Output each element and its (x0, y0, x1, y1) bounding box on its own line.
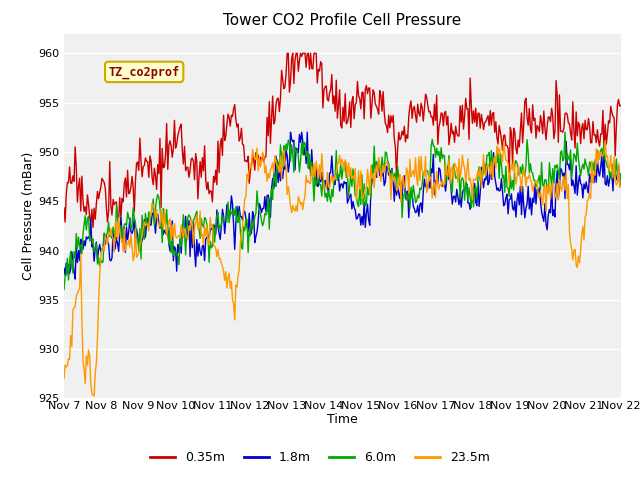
23.5m (362, 185, 370, 191)
23.5m (393, 188, 401, 193)
6.0m (60, 287, 68, 292)
23.5m (329, 180, 337, 185)
1.8m (617, 182, 625, 188)
6.0m (561, 129, 569, 135)
X-axis label: Time: Time (327, 413, 358, 426)
6.0m (362, 203, 369, 209)
6.0m (516, 164, 524, 170)
1.8m (330, 182, 338, 188)
0.35m (284, 50, 291, 56)
1.8m (327, 170, 335, 176)
Text: TZ_co2prof: TZ_co2prof (109, 65, 180, 79)
0.35m (519, 140, 527, 146)
Line: 1.8m: 1.8m (64, 132, 621, 279)
23.5m (602, 138, 609, 144)
0.35m (327, 87, 335, 93)
Line: 0.35m: 0.35m (64, 53, 621, 228)
1.8m (287, 129, 294, 135)
1.8m (71, 276, 79, 282)
Title: Tower CO2 Profile Cell Pressure: Tower CO2 Profile Cell Pressure (223, 13, 461, 28)
1.8m (60, 265, 68, 271)
1.8m (606, 177, 614, 182)
0.35m (394, 146, 401, 152)
23.5m (606, 166, 614, 171)
23.5m (617, 182, 625, 188)
23.5m (90, 393, 98, 399)
0.35m (89, 225, 97, 230)
Line: 23.5m: 23.5m (64, 141, 621, 396)
0.35m (60, 205, 68, 211)
23.5m (326, 186, 333, 192)
6.0m (605, 163, 612, 169)
1.8m (364, 201, 371, 207)
Y-axis label: Cell Pressure (mBar): Cell Pressure (mBar) (22, 152, 35, 280)
0.35m (330, 93, 338, 99)
Legend: 0.35m, 1.8m, 6.0m, 23.5m: 0.35m, 1.8m, 6.0m, 23.5m (145, 446, 495, 469)
6.0m (328, 187, 335, 192)
0.35m (364, 91, 371, 96)
1.8m (519, 184, 527, 190)
1.8m (394, 184, 401, 190)
23.5m (60, 376, 68, 382)
6.0m (324, 188, 332, 193)
6.0m (617, 171, 625, 177)
0.35m (606, 120, 614, 126)
6.0m (392, 170, 399, 176)
23.5m (518, 189, 525, 194)
Line: 6.0m: 6.0m (64, 132, 621, 289)
0.35m (617, 103, 625, 108)
